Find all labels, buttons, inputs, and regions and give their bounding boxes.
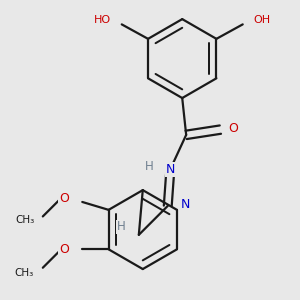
Text: H: H <box>117 220 126 233</box>
Text: N: N <box>181 198 190 211</box>
Text: HO: HO <box>94 15 111 26</box>
Text: N: N <box>166 163 175 176</box>
Text: CH₃: CH₃ <box>14 268 34 278</box>
Text: H: H <box>145 160 153 173</box>
Text: O: O <box>59 243 69 256</box>
Text: O: O <box>59 191 69 205</box>
Text: OH: OH <box>253 15 270 26</box>
Text: CH₃: CH₃ <box>16 215 35 225</box>
Text: O: O <box>229 122 238 135</box>
